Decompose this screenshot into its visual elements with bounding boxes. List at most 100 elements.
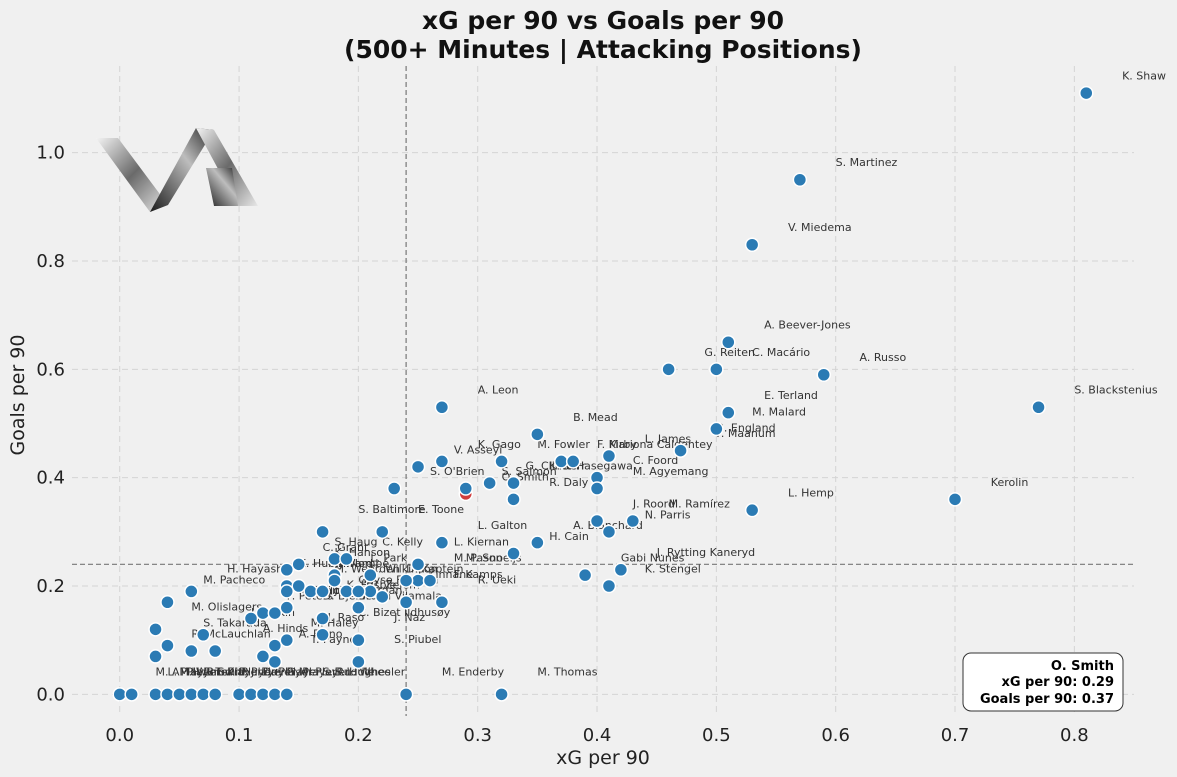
data-point — [709, 362, 724, 377]
data-point — [279, 600, 295, 615]
data-point — [184, 687, 199, 702]
data-point — [124, 687, 139, 702]
data-point — [721, 335, 736, 350]
data-point — [207, 643, 223, 659]
x-tick-label: 0.4 — [583, 725, 612, 746]
point-label: C. Bizet Ildhusøy — [358, 606, 450, 619]
point-label: J. Naz — [393, 611, 425, 624]
point-label: M. Player — [299, 665, 350, 678]
point-label: M. Olislagers — [191, 600, 262, 613]
point-label: A. Hinds — [263, 622, 309, 635]
point-label: K. Shaw — [1122, 70, 1166, 83]
data-point — [279, 632, 295, 648]
data-point — [434, 595, 450, 610]
point-label: H. Hayashi — [227, 562, 286, 575]
data-point — [207, 687, 223, 702]
data-point — [196, 687, 211, 702]
data-point — [351, 632, 366, 648]
data-point — [1079, 85, 1094, 101]
data-point — [744, 237, 760, 252]
y-tick-label: 0.6 — [36, 359, 65, 380]
point-label: C. Foord — [633, 454, 678, 467]
data-point — [267, 638, 283, 653]
point-label: K. Gago — [478, 438, 521, 451]
data-point — [625, 513, 641, 529]
point-label: A. Leon — [478, 384, 519, 397]
point-label: S. Blackstenius — [1074, 384, 1158, 397]
point-label: J. Rytting Kaneryd — [656, 546, 755, 559]
x-tick-label: 0.1 — [225, 725, 254, 746]
data-point — [816, 367, 832, 382]
data-point — [410, 557, 426, 572]
info-goals-label: Goals per 90: 0.37 — [980, 692, 1114, 707]
data-point — [494, 687, 509, 702]
point-label: C. Macário — [752, 346, 810, 359]
point-label: F. Kirby — [597, 438, 637, 451]
x-tick-label: 0.6 — [821, 725, 850, 746]
data-point — [255, 687, 271, 702]
data-point — [291, 578, 306, 594]
data-point — [267, 605, 283, 621]
point-label: V. Miedema — [788, 221, 852, 234]
y-tick-label: 1.0 — [36, 143, 65, 164]
data-point — [482, 475, 497, 491]
data-point — [673, 443, 688, 458]
data-point — [148, 687, 163, 702]
data-point — [267, 687, 283, 702]
point-label: H. Cain — [549, 530, 589, 543]
data-point — [339, 551, 354, 567]
point-label: M. Enderby — [442, 665, 505, 678]
point-label: S. Haug — [335, 535, 378, 548]
point-label: B. England — [716, 422, 775, 435]
data-point — [410, 573, 426, 588]
point-label: C. Grant — [323, 541, 369, 554]
data-point — [589, 513, 605, 529]
data-point — [434, 454, 450, 469]
data-point — [601, 578, 617, 594]
data-point — [112, 687, 127, 702]
point-label: B. Hughes — [335, 665, 392, 678]
data-point — [255, 605, 271, 621]
data-point — [565, 454, 581, 469]
data-point — [243, 687, 259, 702]
y-tick-label: 0.2 — [36, 576, 65, 597]
grid — [72, 66, 1134, 716]
point-label: L. Galton — [478, 519, 527, 532]
data-point — [506, 546, 521, 561]
logo — [96, 128, 258, 212]
info-xg-label: xG per 90: 0.29 — [1001, 675, 1114, 690]
data-point — [589, 481, 605, 496]
point-label: J. Player — [250, 665, 296, 678]
point-label: E. Terland — [764, 389, 818, 402]
data-point — [613, 562, 629, 577]
data-point — [243, 611, 259, 626]
data-point — [279, 584, 295, 599]
y-tick-label: 0.4 — [36, 468, 65, 489]
data-point — [601, 448, 617, 464]
point-label: L. Park — [370, 552, 408, 565]
data-point — [184, 584, 199, 599]
x-tick-label: 0.5 — [702, 725, 731, 746]
data-point — [744, 502, 760, 518]
x-tick-label: 0.7 — [941, 725, 970, 746]
data-point — [184, 643, 199, 659]
data-point — [351, 654, 366, 670]
data-point — [327, 573, 342, 588]
data-point — [339, 584, 354, 599]
data-point — [315, 627, 330, 642]
point-label: F. Kamps — [454, 568, 503, 581]
data-point — [351, 600, 366, 615]
data-point — [422, 573, 438, 588]
point-label: T. Player — [214, 665, 262, 678]
point-label: R. Ueki — [478, 573, 517, 586]
point-label: E. Toone — [418, 503, 464, 516]
data-point — [553, 454, 569, 469]
point-label: M. Thomas — [537, 665, 597, 678]
x-tick-label: 0.8 — [1060, 725, 1089, 746]
data-point — [374, 589, 390, 605]
point-label: S. Baltimore — [358, 503, 425, 516]
data-point — [315, 524, 330, 540]
data-point — [1031, 400, 1046, 415]
point-label: M. Pason — [454, 552, 503, 565]
data-point — [458, 481, 474, 496]
